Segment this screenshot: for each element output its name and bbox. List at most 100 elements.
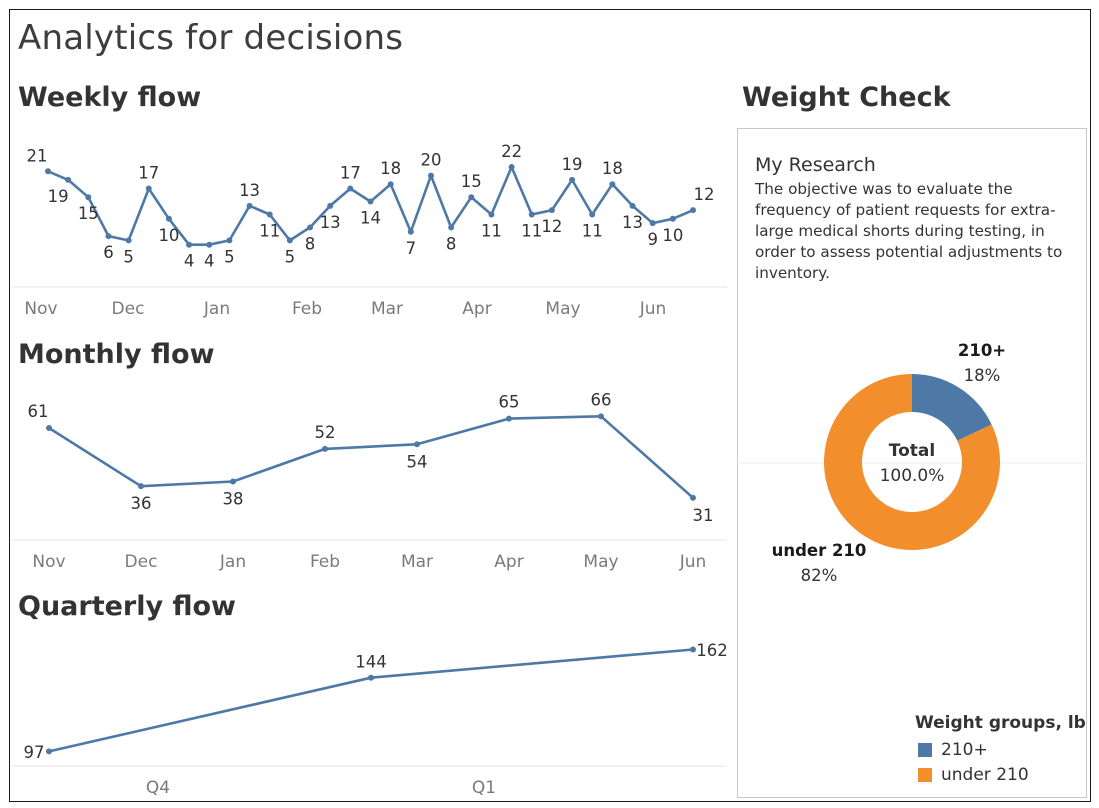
data-label: 65 bbox=[499, 393, 520, 412]
data-point bbox=[488, 211, 495, 218]
legend-swatch-210-plus bbox=[918, 743, 932, 757]
donut-slice-under-210 bbox=[824, 374, 1000, 550]
x-tick-label: Q4 bbox=[146, 778, 170, 798]
data-point bbox=[589, 211, 596, 218]
data-label: 17 bbox=[340, 164, 361, 183]
data-label: 12 bbox=[694, 185, 715, 204]
data-label: 8 bbox=[305, 234, 316, 253]
research-title: My Research bbox=[755, 154, 876, 176]
data-label: 162 bbox=[696, 641, 728, 660]
data-label: 66 bbox=[591, 390, 612, 409]
data-point bbox=[414, 441, 420, 448]
data-point bbox=[286, 237, 293, 244]
data-point bbox=[85, 194, 92, 201]
data-point bbox=[368, 674, 374, 681]
data-label: 9 bbox=[647, 230, 658, 249]
data-point bbox=[649, 220, 656, 227]
data-label: 13 bbox=[622, 213, 643, 232]
x-tick-label: May bbox=[545, 299, 580, 319]
quarterly-flow-chart: 97 144 162 Q4 Q1 bbox=[12, 641, 728, 798]
x-tick-label: Mar bbox=[371, 299, 403, 319]
data-label: 4 bbox=[204, 252, 215, 271]
legend-item-under-210[interactable]: under 210 bbox=[918, 765, 1029, 785]
data-point bbox=[46, 424, 52, 431]
x-tick-label: Apr bbox=[462, 299, 491, 319]
slice-label-under-210: under 210 bbox=[772, 541, 867, 560]
data-point bbox=[105, 233, 112, 240]
legend-item-210-plus[interactable]: 210+ bbox=[918, 740, 988, 760]
data-point bbox=[322, 445, 328, 452]
slice-percent-210-plus: 18% bbox=[964, 366, 1001, 385]
x-tick-label: Nov bbox=[32, 552, 65, 572]
x-tick-label: Apr bbox=[494, 552, 523, 572]
slice-label-210-plus: 210+ bbox=[958, 341, 1006, 360]
data-point bbox=[138, 483, 144, 490]
x-tick-label: Jun bbox=[639, 299, 667, 319]
data-point bbox=[468, 194, 475, 201]
data-point bbox=[690, 494, 696, 501]
dashboard-frame bbox=[9, 9, 1091, 802]
data-point bbox=[45, 168, 51, 175]
data-point bbox=[598, 413, 604, 420]
data-label: 61 bbox=[28, 402, 49, 421]
slice-percent-under-210: 82% bbox=[801, 566, 838, 585]
data-label: 31 bbox=[693, 506, 714, 525]
x-tick-label: May bbox=[583, 552, 618, 572]
data-point bbox=[230, 478, 236, 485]
data-label: 21 bbox=[27, 146, 48, 165]
series-line bbox=[48, 415, 694, 499]
data-label: 15 bbox=[461, 172, 482, 191]
data-label: 22 bbox=[501, 142, 522, 161]
data-point bbox=[46, 748, 52, 755]
quarterly-flow-title: Quarterly flow bbox=[18, 591, 237, 622]
dashboard-title: Analytics for decisions bbox=[18, 18, 404, 58]
data-point bbox=[508, 163, 515, 170]
data-point bbox=[327, 202, 334, 209]
data-label: 38 bbox=[223, 490, 244, 509]
data-label: 54 bbox=[407, 452, 428, 471]
data-point bbox=[407, 228, 414, 235]
data-label: 11 bbox=[481, 221, 502, 240]
data-label: 12 bbox=[541, 217, 562, 236]
x-tick-label: Feb bbox=[292, 299, 322, 319]
legend-label-210-plus: 210+ bbox=[941, 740, 988, 760]
data-label: 11 bbox=[521, 221, 542, 240]
data-label: 14 bbox=[360, 209, 381, 228]
x-tick-label: Q1 bbox=[472, 778, 496, 798]
data-label: 20 bbox=[420, 151, 441, 170]
data-label: 18 bbox=[380, 159, 401, 178]
data-label: 4 bbox=[184, 252, 195, 271]
weekly-flow-title: Weekly flow bbox=[18, 82, 202, 113]
data-point bbox=[186, 241, 193, 248]
legend-title: Weight groups, lb bbox=[915, 713, 1086, 733]
data-point bbox=[448, 224, 455, 231]
data-label: 11 bbox=[582, 221, 603, 240]
data-point bbox=[506, 415, 512, 422]
data-label: 19 bbox=[48, 187, 69, 206]
data-label: 5 bbox=[285, 247, 296, 266]
x-tick-label: Jan bbox=[219, 552, 246, 572]
x-tick-label: Mar bbox=[401, 552, 433, 572]
data-label: 10 bbox=[662, 226, 683, 245]
donut-center-label: Total bbox=[889, 441, 935, 461]
data-point bbox=[246, 202, 253, 209]
legend-label-under-210: under 210 bbox=[941, 765, 1029, 785]
weight-check-title: Weight Check bbox=[742, 82, 951, 113]
data-label: 5 bbox=[224, 247, 235, 266]
data-label: 8 bbox=[446, 234, 457, 253]
data-label: 11 bbox=[259, 221, 280, 240]
weight-donut-chart: Total 100.0% 210+ 18% under 210 82% bbox=[737, 341, 1087, 585]
data-point bbox=[347, 185, 354, 192]
donut-slice-210-plus bbox=[912, 374, 992, 441]
data-label: 18 bbox=[602, 159, 623, 178]
data-label: 36 bbox=[131, 494, 152, 513]
x-tick-label: Jan bbox=[203, 299, 230, 319]
data-point bbox=[206, 241, 213, 248]
research-text: The objective was to evaluate the freque… bbox=[755, 180, 1063, 282]
data-label: 52 bbox=[315, 423, 336, 442]
data-label: 7 bbox=[406, 239, 417, 258]
monthly-flow-chart: 61 36 38 52 54 65 66 31 Nov Dec Jan Feb Mar Apr May Jun bbox=[12, 390, 727, 572]
x-tick-label: Nov bbox=[24, 299, 57, 319]
legend-swatch-under-210 bbox=[918, 768, 932, 782]
